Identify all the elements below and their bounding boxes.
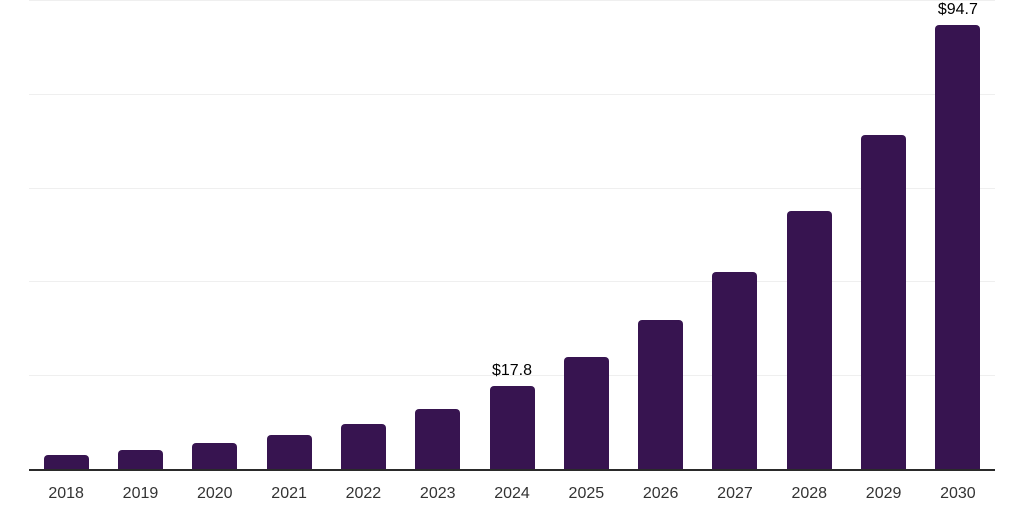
bar-2027: [712, 271, 758, 469]
data-label-2024: $17.8: [491, 361, 533, 379]
bar-2029: [861, 134, 907, 469]
x-tick-label-2022: 2022: [345, 485, 382, 502]
x-tick-label-2021: 2021: [271, 485, 307, 502]
x-tick-label-2019: 2019: [122, 485, 159, 502]
data-label-2030: $94.7: [937, 0, 978, 18]
x-tick-label-2024: 2024: [494, 485, 530, 502]
gridline-40: [29, 281, 995, 282]
bar-slot-2027: [698, 0, 772, 469]
gridline-60: [29, 188, 995, 189]
bar-2023: [415, 408, 461, 469]
bar-slot-2029: [846, 0, 920, 469]
bar-slot-2021: [252, 0, 326, 469]
bar-2021: [266, 434, 312, 469]
bar-2019: [117, 449, 163, 469]
x-tick-label-2029: 2029: [865, 485, 902, 502]
bar-slot-2019: [103, 0, 177, 469]
x-tick-label-2026: 2026: [642, 485, 679, 502]
x-tick-label-2018: 2018: [48, 485, 84, 502]
gridline-100: [29, 0, 995, 1]
bar-slot-2018: [29, 0, 103, 469]
bar-slot-2025: [549, 0, 623, 469]
x-tick-label-2025: 2025: [568, 485, 605, 502]
x-tick-label-2023: 2023: [419, 485, 456, 502]
bar-slot-2028: [772, 0, 846, 469]
x-tick-label-2020: 2020: [196, 485, 233, 502]
gridline-20: [29, 375, 995, 376]
bar-slot-2020: [178, 0, 252, 469]
bar-2024: [489, 385, 535, 469]
x-tick-label-2028: 2028: [791, 485, 828, 502]
x-tick-label-2027: 2027: [717, 485, 753, 502]
bar-2020: [192, 443, 238, 469]
x-axis: 2018 2019 2020 2021 2022 2023 2024 2025 2026 2027…: [29, 483, 995, 505]
bar-2028: [786, 210, 832, 469]
bar-slot-2024: [475, 0, 549, 469]
bar-2022: [340, 424, 386, 469]
bar-2030: [935, 24, 981, 469]
bar-slot-2023: [401, 0, 475, 469]
bars-container: [29, 0, 995, 469]
x-axis-line: [29, 469, 995, 471]
bar-2025: [563, 356, 609, 469]
bar-2026: [638, 319, 684, 469]
bar-slot-2026: [624, 0, 698, 469]
gridline-80: [29, 94, 995, 95]
bar-slot-2030: [921, 0, 995, 469]
x-tick-label-2030: 2030: [940, 485, 976, 502]
bar-2018: [43, 454, 89, 469]
plot-area: $17.8 $94.7: [29, 0, 995, 469]
bar-slot-2022: [326, 0, 400, 469]
